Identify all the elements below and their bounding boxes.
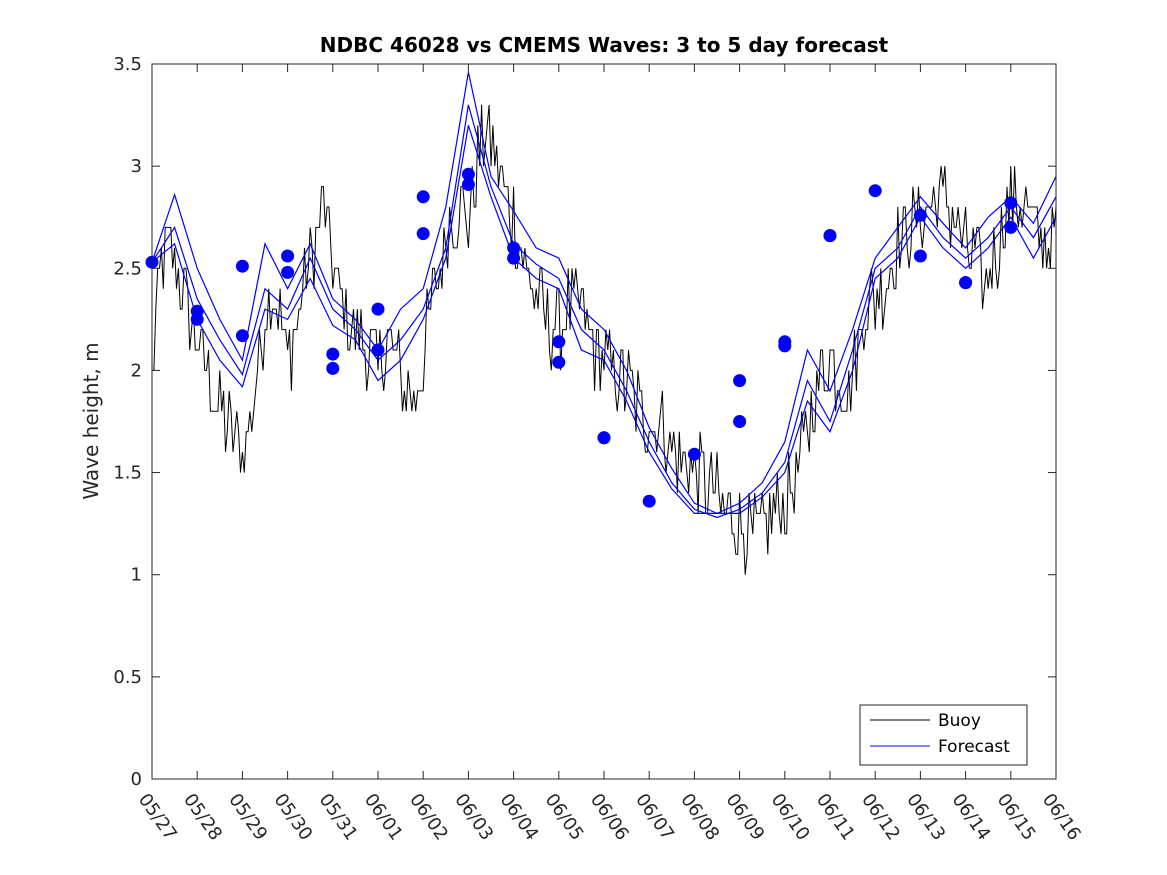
buoy-series (152, 104, 1057, 575)
forecast-marker (733, 374, 747, 388)
forecast-marker (326, 347, 340, 361)
forecast-marker (1004, 196, 1018, 210)
buoy-line (152, 104, 1057, 575)
forecast-marker (326, 361, 340, 375)
legend: Buoy Forecast (859, 704, 1028, 766)
forecast-marker (778, 339, 792, 353)
forecast-marker (868, 184, 882, 198)
forecast-marker (461, 167, 475, 181)
forecast-markers (145, 167, 1018, 508)
y-tick-label: 1.5 (113, 463, 142, 484)
forecast-marker (416, 227, 430, 241)
y-axis: 0 0.5 1 1.5 2 2.5 3 3.5 (113, 54, 1056, 790)
plot-area (145, 63, 1057, 780)
forecast-marker (371, 343, 385, 357)
forecast-marker (642, 494, 656, 508)
forecast-marker (507, 251, 521, 265)
y-tick-label: 0 (131, 769, 142, 790)
forecast-marker (281, 249, 295, 263)
forecast-marker (552, 355, 566, 369)
forecast-marker (371, 302, 385, 316)
forecast-marker (416, 190, 430, 204)
chart-title: NDBC 46028 vs CMEMS Waves: 3 to 5 day fo… (320, 33, 889, 57)
forecast-marker (507, 241, 521, 255)
forecast-marker (823, 229, 837, 243)
forecast-marker (597, 431, 611, 445)
forecast-marker (552, 335, 566, 349)
y-tick-label: 2 (131, 360, 142, 381)
y-tick-label: 0.5 (113, 667, 142, 688)
y-tick-label: 3.5 (113, 54, 142, 75)
y-tick-label: 1 (131, 565, 142, 586)
y-axis-title: Wave height, m (79, 342, 103, 499)
y-tick-label: 2.5 (113, 258, 142, 279)
forecast-marker (959, 276, 973, 290)
forecast-marker (281, 265, 295, 279)
legend-box (859, 704, 1028, 766)
forecast-line-3 (151, 125, 1057, 515)
y-tick-label: 3 (131, 156, 142, 177)
legend-forecast-label: Forecast (938, 737, 1010, 757)
forecast-line-2 (151, 104, 1057, 519)
forecast-marker (190, 312, 204, 326)
forecast-marker (235, 329, 249, 343)
forecast-marker (461, 178, 475, 191)
forecast-line-1 (151, 72, 1057, 515)
forecast-marker (1004, 220, 1018, 234)
forecast-marker (913, 208, 927, 222)
plot-background (152, 64, 1056, 779)
legend-buoy-label: Buoy (938, 711, 981, 731)
forecast-marker (687, 447, 701, 461)
forecast-marker (235, 259, 249, 273)
forecast-marker (913, 249, 927, 263)
forecast-series (151, 72, 1057, 519)
forecast-marker (733, 415, 747, 428)
